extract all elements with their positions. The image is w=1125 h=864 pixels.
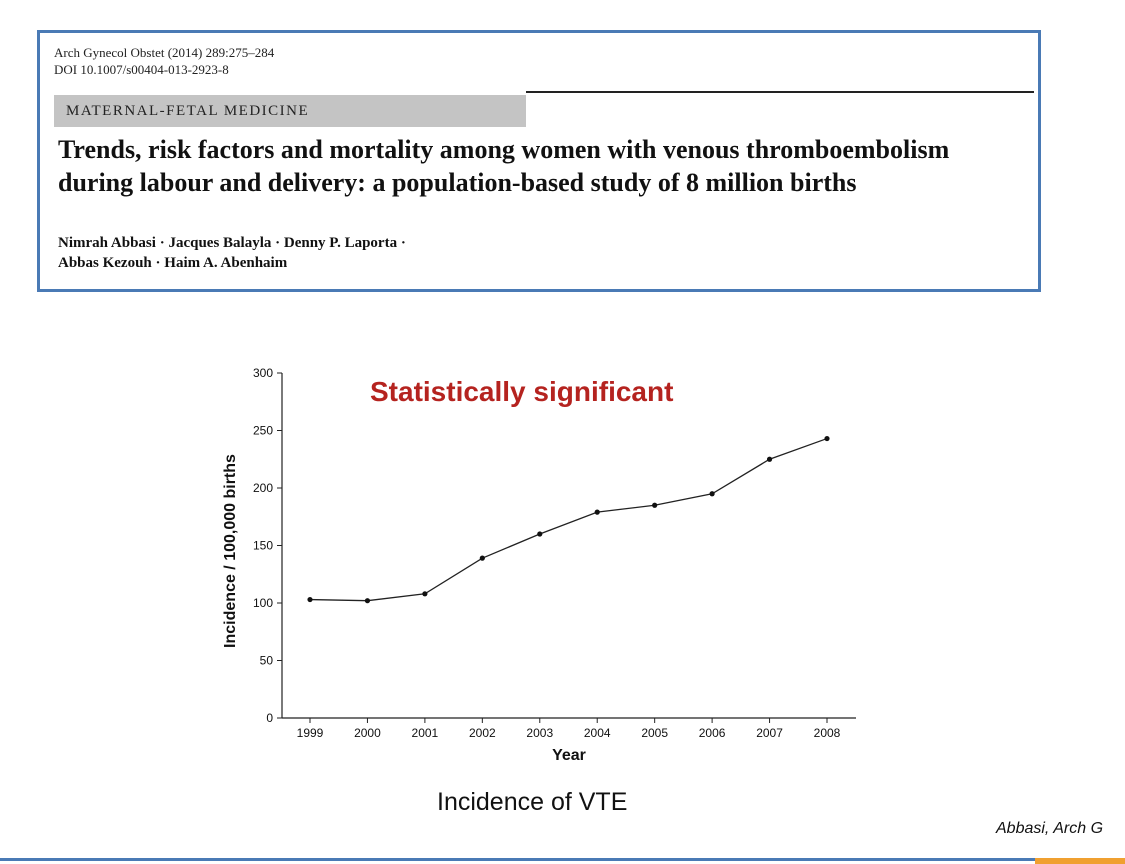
x-tick-label: 2002 xyxy=(469,726,496,740)
paper-title: Trends, risk factors and mortality among… xyxy=(58,135,950,197)
data-point xyxy=(766,456,773,462)
data-point xyxy=(824,435,830,442)
journal-reference: Arch Gynecol Obstet (2014) 289:275–284 xyxy=(54,45,275,60)
y-tick-label: 50 xyxy=(260,654,274,668)
header-rule xyxy=(526,91,1034,93)
y-tick-label: 100 xyxy=(253,596,273,610)
doi-text: DOI 10.1007/s00404-013-2923-8 xyxy=(54,62,229,77)
authors-line-1: Nimrah Abbasi · Jacques Balayla · Denny … xyxy=(58,235,406,251)
data-point xyxy=(364,598,371,604)
data-point xyxy=(307,596,313,603)
chart-caption: Incidence of VTE xyxy=(437,788,628,816)
x-tick-label: 2005 xyxy=(641,726,668,740)
section-label: MATERNAL-FETAL MEDICINE xyxy=(66,103,310,119)
data-point xyxy=(652,502,658,508)
chart-series xyxy=(307,435,830,604)
x-tick-label: 2003 xyxy=(526,726,553,740)
y-tick-label: 250 xyxy=(253,424,273,438)
data-point xyxy=(594,509,600,515)
paper-authors: Nimrah Abbasi · Jacques Balayla · Denny … xyxy=(58,233,758,273)
chart-axes xyxy=(281,373,856,719)
paper-header-box: Arch Gynecol Obstet (2014) 289:275–284 D… xyxy=(37,30,1041,292)
data-point xyxy=(479,555,485,561)
y-tick-label: 150 xyxy=(253,539,273,553)
series-line xyxy=(309,437,828,602)
x-tick-label: 2008 xyxy=(814,726,841,740)
data-point xyxy=(709,491,715,497)
x-tick-label: 2001 xyxy=(412,726,439,740)
y-tick-label: 0 xyxy=(266,711,273,725)
x-tick-label: 2004 xyxy=(584,726,611,740)
authors-line-2: Abbas Kezouh · Haim A. Abenhaim xyxy=(58,255,288,271)
data-point xyxy=(537,531,543,537)
x-tick-label: 2000 xyxy=(354,726,381,740)
x-axis-title: Year xyxy=(552,747,586,764)
significance-annotation: Statistically significant xyxy=(370,376,674,407)
y-axis-title: Incidence / 100,000 births xyxy=(222,454,239,648)
footer-line xyxy=(0,858,1125,861)
footer-accent xyxy=(1035,858,1125,864)
section-band: MATERNAL-FETAL MEDICINE xyxy=(54,95,526,127)
citation-text: Abbasi, Arch G xyxy=(996,820,1104,837)
y-tick-label: 200 xyxy=(253,481,273,495)
chart-ticks: 0 50 100 150 200 250 300 1999 2000 2001 2002 2003 20… xyxy=(253,366,841,740)
x-tick-label: 2007 xyxy=(756,726,783,740)
x-tick-label: 2006 xyxy=(699,726,726,740)
x-tick-label: 1999 xyxy=(297,726,324,740)
data-point xyxy=(422,591,428,597)
y-tick-label: 300 xyxy=(253,366,273,380)
